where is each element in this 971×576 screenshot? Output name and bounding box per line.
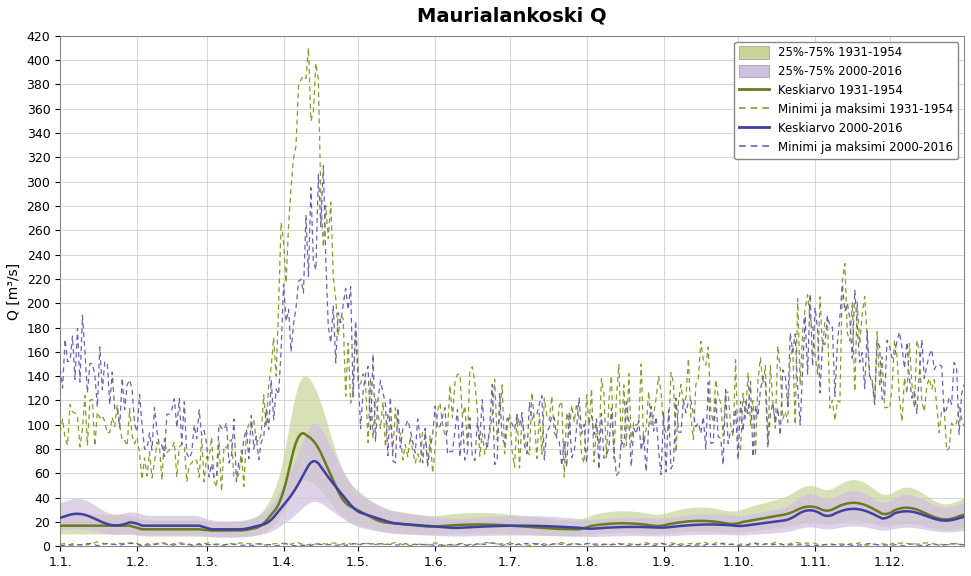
Title: Maurialankoski Q: Maurialankoski Q (418, 7, 607, 26)
Y-axis label: Q [m³/s]: Q [m³/s] (7, 263, 21, 320)
Legend: 25%-75% 1931-1954, 25%-75% 2000-2016, Keskiarvo 1931-1954, Minimi ja maksimi 193: 25%-75% 1931-1954, 25%-75% 2000-2016, Ke… (734, 41, 958, 159)
